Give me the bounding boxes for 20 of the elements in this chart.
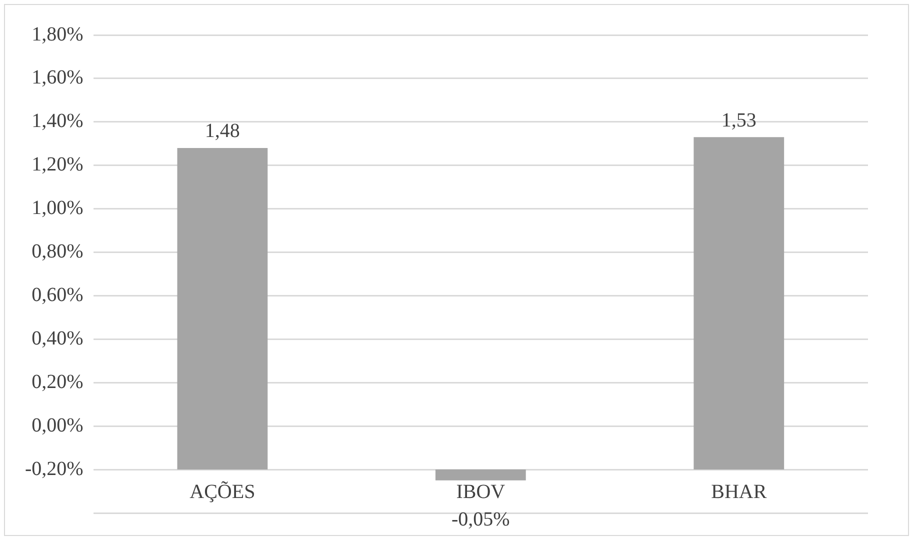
y-tick-label: 0,40% bbox=[32, 327, 84, 350]
y-tick-label: 1,60% bbox=[32, 66, 84, 89]
data-label: 1,53 bbox=[721, 109, 756, 132]
bar bbox=[177, 148, 268, 470]
y-tick-label: 1,20% bbox=[32, 154, 84, 176]
data-label: -0,05% bbox=[451, 508, 510, 531]
y-tick-label: 1,40% bbox=[32, 110, 84, 132]
x-tick-label: BHAR bbox=[711, 480, 768, 503]
y-tick-label: 0,60% bbox=[32, 284, 84, 306]
y-tick-label: 0,20% bbox=[32, 370, 84, 393]
y-tick-label: 1,00% bbox=[32, 197, 84, 220]
bar bbox=[694, 137, 784, 470]
x-tick-label: IBOV bbox=[456, 480, 506, 503]
bar bbox=[435, 470, 526, 480]
data-label: 1,48 bbox=[204, 120, 240, 142]
x-tick-label: AÇÕES bbox=[190, 480, 256, 503]
y-tick-label: 0,80% bbox=[32, 240, 84, 263]
y-tick-label: 1,80% bbox=[32, 23, 84, 46]
y-tick-label: -0,20% bbox=[24, 458, 84, 480]
y-tick-label: 0,00% bbox=[32, 414, 84, 436]
